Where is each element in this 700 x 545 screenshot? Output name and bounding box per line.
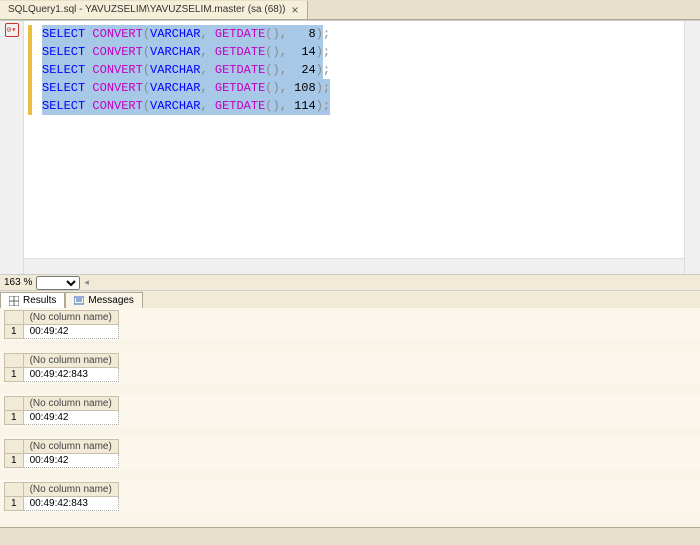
code-line: SELECT CONVERT(VARCHAR, GETDATE(), 108); bbox=[24, 79, 700, 97]
tab-messages[interactable]: Messages bbox=[65, 292, 143, 308]
grid-icon bbox=[9, 296, 19, 306]
column-header[interactable]: (No column name) bbox=[23, 311, 118, 325]
code-line: SELECT CONVERT(VARCHAR, GETDATE(), 114); bbox=[24, 97, 700, 115]
result-grid: (No column name)100:49:42 bbox=[0, 437, 700, 470]
tab-results[interactable]: Results bbox=[0, 292, 65, 308]
row-header-corner bbox=[5, 440, 24, 454]
result-grid: (No column name)100:49:42:843 bbox=[0, 480, 700, 513]
row-number[interactable]: 1 bbox=[5, 411, 24, 425]
result-table: (No column name)100:49:42:843 bbox=[4, 353, 119, 382]
code-line: SELECT CONVERT(VARCHAR, GETDATE(), 24); bbox=[24, 61, 700, 79]
tab-bar: SQLQuery1.sql - YAVUZSELIM\YAVUZSELIM.ma… bbox=[0, 0, 700, 20]
tab-messages-label: Messages bbox=[88, 295, 134, 306]
close-icon[interactable]: × bbox=[291, 3, 298, 17]
zoom-value: 163 % bbox=[4, 277, 32, 288]
status-bar bbox=[0, 527, 700, 545]
file-tab[interactable]: SQLQuery1.sql - YAVUZSELIM\YAVUZSELIM.ma… bbox=[0, 1, 308, 19]
result-table: (No column name)100:49:42 bbox=[4, 439, 119, 468]
editor-area: ⊘▾ SELECT CONVERT(VARCHAR, GETDATE(), 8)… bbox=[0, 20, 700, 274]
row-header-corner bbox=[5, 354, 24, 368]
zoom-select[interactable] bbox=[36, 276, 80, 290]
column-header[interactable]: (No column name) bbox=[23, 440, 118, 454]
breakpoint-icon[interactable]: ⊘▾ bbox=[5, 23, 19, 37]
result-table: (No column name)100:49:42 bbox=[4, 396, 119, 425]
result-table: (No column name)100:49:42:843 bbox=[4, 482, 119, 511]
splitter-icon[interactable]: ◂ bbox=[84, 277, 89, 288]
cell-value[interactable]: 00:49:42:843 bbox=[23, 497, 118, 511]
row-number[interactable]: 1 bbox=[5, 454, 24, 468]
editor-gutter: ⊘▾ bbox=[0, 21, 24, 274]
code-line: SELECT CONVERT(VARCHAR, GETDATE(), 14); bbox=[24, 43, 700, 61]
tab-results-label: Results bbox=[23, 295, 56, 306]
tab-title: SQLQuery1.sql - YAVUZSELIM\YAVUZSELIM.ma… bbox=[8, 4, 285, 15]
row-header-corner bbox=[5, 397, 24, 411]
column-header[interactable]: (No column name) bbox=[23, 483, 118, 497]
results-tabs: Results Messages bbox=[0, 290, 700, 308]
row-number[interactable]: 1 bbox=[5, 368, 24, 382]
row-number[interactable]: 1 bbox=[5, 497, 24, 511]
result-grid: (No column name)100:49:42 bbox=[0, 308, 700, 341]
result-table: (No column name)100:49:42 bbox=[4, 310, 119, 339]
zoom-bar: 163 % ◂ bbox=[0, 274, 700, 290]
vertical-scrollbar[interactable] bbox=[684, 21, 700, 274]
code-line: SELECT CONVERT(VARCHAR, GETDATE(), 8); bbox=[24, 25, 700, 43]
row-header-corner bbox=[5, 483, 24, 497]
cell-value[interactable]: 00:49:42 bbox=[23, 325, 118, 339]
cell-value[interactable]: 00:49:42 bbox=[23, 411, 118, 425]
column-header[interactable]: (No column name) bbox=[23, 354, 118, 368]
message-icon bbox=[74, 296, 84, 306]
result-grid: (No column name)100:49:42 bbox=[0, 394, 700, 427]
row-number[interactable]: 1 bbox=[5, 325, 24, 339]
results-area: (No column name)100:49:42(No column name… bbox=[0, 308, 700, 527]
horizontal-scrollbar[interactable] bbox=[24, 258, 684, 274]
row-header-corner bbox=[5, 311, 24, 325]
cell-value[interactable]: 00:49:42:843 bbox=[23, 368, 118, 382]
code-content[interactable]: SELECT CONVERT(VARCHAR, GETDATE(), 8);SE… bbox=[24, 21, 700, 274]
result-grid: (No column name)100:49:42:843 bbox=[0, 351, 700, 384]
column-header[interactable]: (No column name) bbox=[23, 397, 118, 411]
cell-value[interactable]: 00:49:42 bbox=[23, 454, 118, 468]
